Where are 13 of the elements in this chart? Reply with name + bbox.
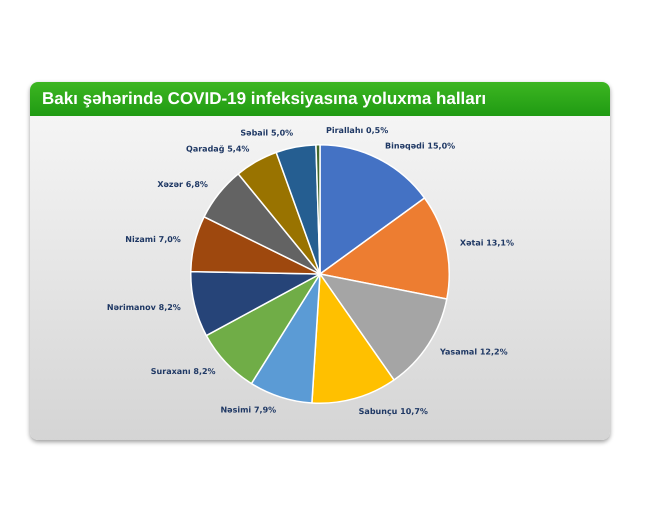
slice-label: Suraxanı 8,2% [150, 367, 216, 376]
slice-label: Nizami 7,0% [125, 235, 181, 244]
slice-label: Nəsimi 7,9% [220, 405, 276, 414]
chart-title: Bakı şəhərində COVID-19 infeksiyasına yoluxma halları [30, 82, 610, 116]
slice-label: Xəzər 6,8% [157, 180, 208, 189]
slice-label: Xətai 13,1% [460, 238, 514, 248]
slice-label: Qaradağ 5,4% [186, 144, 250, 154]
slice-label: Binəqədi 15,0% [385, 141, 456, 150]
slice-label: Səbail 5,0% [240, 128, 294, 138]
slice-label: Pirallahı 0,5% [326, 126, 388, 135]
slice-label: Yasamal 12,2% [438, 347, 508, 356]
slice-label: Nərimanov 8,2% [106, 302, 181, 312]
slice-label: Sabunçu 10,7% [358, 407, 428, 416]
